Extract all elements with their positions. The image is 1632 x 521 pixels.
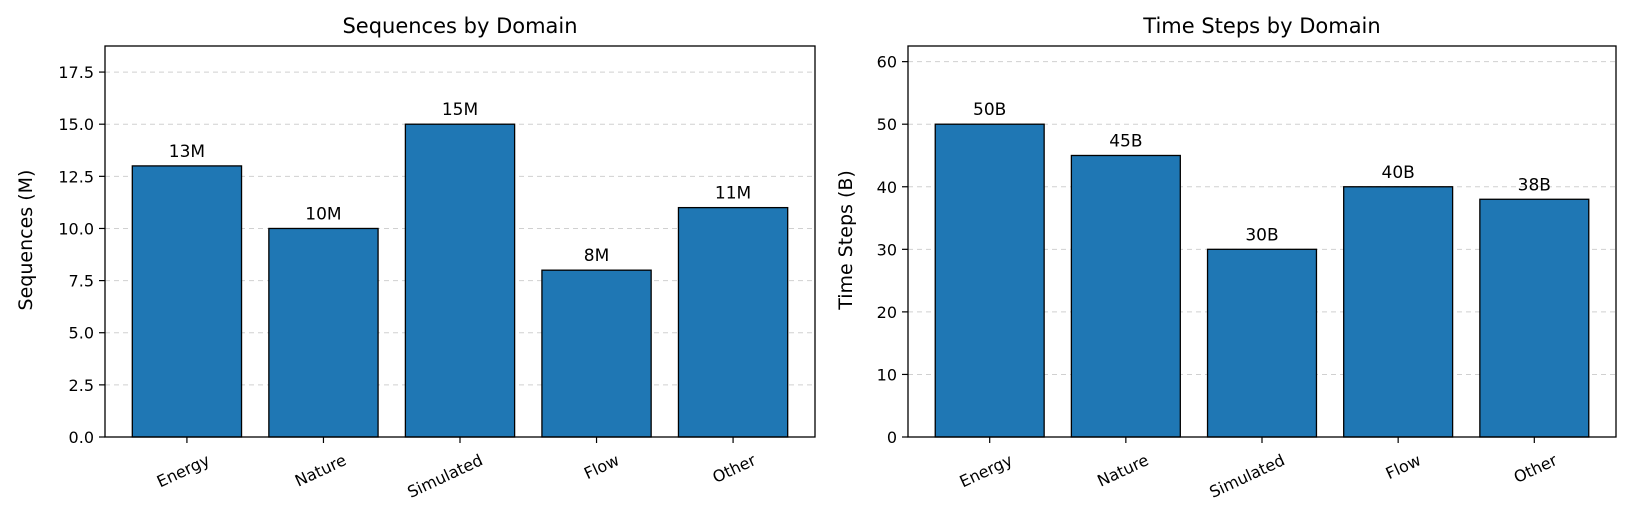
sequences-value-label-simulated: 15M [442, 100, 478, 120]
time-steps-bar-labels: 50B 45B 30B 40B 38B [973, 100, 1551, 245]
sequences-y-axis-label: Sequences (M) [15, 170, 37, 311]
time-steps-chart-panel: Time Steps by Domain Time Steps (B) 0 10 2… [835, 14, 1617, 502]
sequences-bar-energy [131, 165, 243, 438]
time-steps-bar-simulated [1206, 248, 1318, 438]
sequences-value-label-flow: 8M [584, 246, 609, 266]
time-steps-bar-nature [1070, 154, 1181, 438]
sequences-y-tick-label: 12.5 [58, 167, 94, 186]
time-steps-value-label-flow: 40B [1382, 163, 1415, 183]
sequences-bar-flow [541, 269, 652, 438]
sequences-value-label-other: 11M [715, 184, 751, 204]
time-steps-y-tick-label: 50 [877, 115, 897, 134]
time-steps-bar-other [1479, 198, 1590, 438]
time-steps-value-label-simulated: 30B [1245, 225, 1278, 245]
time-steps-y-tick-label: 10 [877, 365, 897, 384]
time-steps-bar-flow [1343, 186, 1454, 438]
sequences-bar-other [677, 206, 789, 438]
sequences-y-tick-label: 2.5 [69, 376, 94, 395]
time-steps-y-axis-label: Time Steps (B) [835, 170, 857, 311]
sequences-y-tick-label: 0.0 [69, 428, 94, 447]
time-steps-value-label-nature: 45B [1109, 131, 1142, 151]
sequences-bar-labels: 13M 10M 15M 8M 11M [169, 100, 751, 266]
time-steps-value-label-other: 38B [1518, 175, 1551, 195]
time-steps-chart-title: Time Steps by Domain [1142, 14, 1380, 38]
sequences-value-label-nature: 10M [305, 204, 341, 224]
sequences-y-tick-label: 5.0 [69, 324, 94, 343]
time-steps-y-tick-label: 20 [877, 303, 897, 322]
time-steps-y-tick-label: 30 [877, 240, 897, 259]
sequences-bar-nature [268, 227, 379, 438]
sequences-y-tick-label: 15.0 [58, 115, 94, 134]
sequences-value-label-energy: 13M [169, 142, 205, 162]
time-steps-value-label-energy: 50B [973, 100, 1006, 120]
time-steps-y-tick-label: 0 [887, 428, 897, 447]
sequences-bars [131, 123, 789, 438]
time-steps-bars [934, 123, 1590, 438]
sequences-y-tick-label: 7.5 [69, 272, 94, 291]
time-steps-y-tick-label: 60 [877, 53, 897, 72]
sequences-chart-title: Sequences by Domain [342, 14, 577, 38]
time-steps-bar-energy [934, 123, 1045, 438]
sequences-bar-simulated [404, 123, 516, 438]
sequences-y-tick-label: 17.5 [58, 63, 94, 82]
sequences-chart-panel: Sequences by Domain Sequences (M) 0.0 2.5… [15, 14, 816, 502]
sequences-y-tick-label: 10.0 [58, 219, 94, 238]
time-steps-y-tick-label: 40 [877, 178, 897, 197]
